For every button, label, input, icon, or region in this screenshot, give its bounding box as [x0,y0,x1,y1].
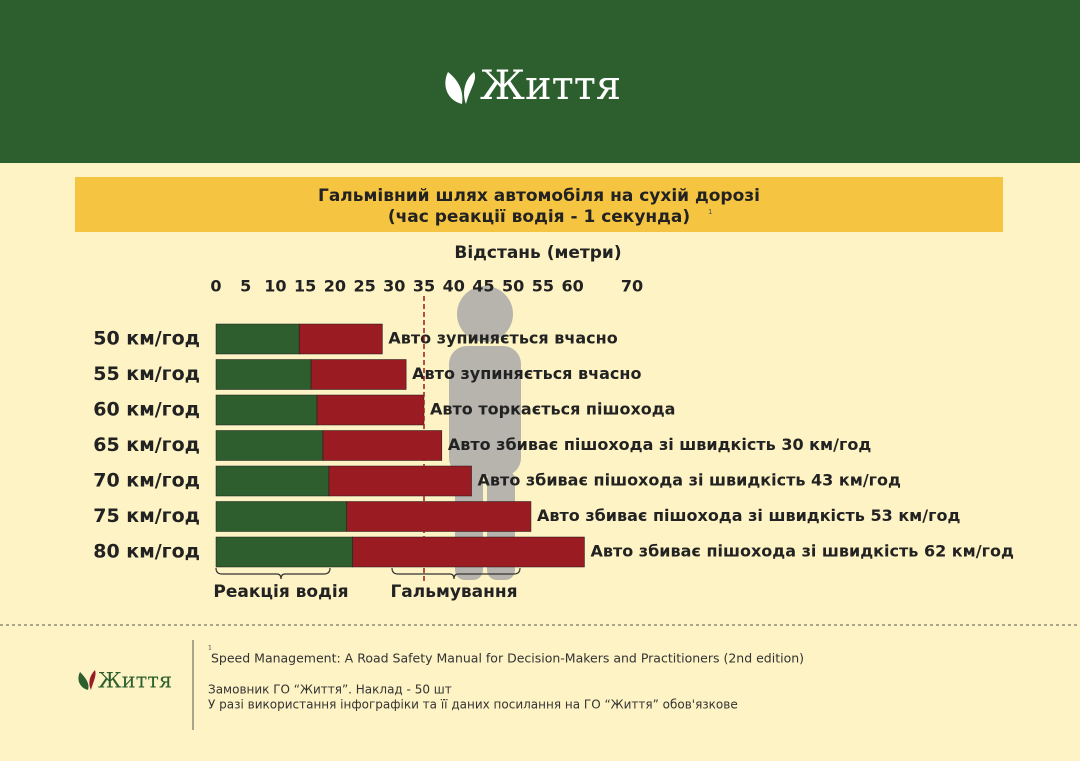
bar-label: Авто збиває пішохода зі швидкість 53 км/… [537,506,960,525]
bar-segment [346,501,532,532]
bar-segment [352,536,585,568]
logo-text: Життя [480,63,621,109]
bar-segment [316,394,425,426]
x-tick-label: 5 [240,277,251,296]
x-tick-label: 55 [532,277,554,296]
footer-logo-leaf [78,670,96,690]
x-axis-title: Відстань (метри) [454,243,621,263]
bar-label: Авто збиває пішохода зі швидкість 30 км/… [448,435,871,454]
category-label: 50 км/год [93,328,200,350]
logo-leaf [445,72,476,104]
chart-subtitle: (час реакції водія - 1 секунда) [388,207,690,227]
bar-segment [215,430,324,461]
bar-label: Авто зупиняється вчасно [388,329,617,348]
x-tick-label: 45 [472,277,494,296]
x-tick-label: 50 [502,277,524,296]
bar-label: Авто зупиняється вчасно [412,364,641,383]
bar-segment [215,465,330,497]
bar-label: Авто збиває пішохода зі швидкість 62 км/… [590,542,1013,561]
header-band [0,0,1080,163]
bar-label: Авто збиває пішохода зі швидкість 43 км/… [478,471,901,490]
title-band [75,177,1003,232]
legend-brace [391,567,521,580]
legend-label: Реакція водія [213,582,348,602]
x-tick-label: 25 [353,277,375,296]
category-label: 55 км/год [93,363,200,385]
x-tick-label: 10 [264,277,286,296]
x-tick-label: 70 [621,277,643,296]
bar-segment [310,359,407,390]
x-tick-label: 0 [210,277,221,296]
footnote-source: Speed Management: A Road Safety Manual f… [211,651,804,666]
x-tick-label: 30 [383,277,405,296]
bar-segment [328,465,472,497]
footer-line: У разі використання інфографіки та її да… [208,698,738,712]
footer-line: Замовник ГО “Життя”. Наклад - 50 шт [208,683,452,697]
legend-label: Гальмування [390,582,517,602]
bar-segment [215,536,353,568]
bar-segment [215,501,347,532]
category-label: 75 км/год [93,505,200,527]
bar-segment [215,394,318,426]
x-tick-label: 20 [324,277,346,296]
chart-title: Гальмівний шлях автомобіля на сухій доро… [318,186,760,206]
bar-segment [215,359,312,390]
x-tick-label: 15 [294,277,316,296]
bar-segment [215,323,300,355]
footnote-number: 1 [208,645,212,652]
category-label: 65 км/год [93,434,200,456]
footer-logo: Життя [98,669,172,693]
bar-label: Авто торкається пішохода [430,400,675,419]
title-note: 1 [708,208,712,216]
x-tick-label: 60 [561,277,583,296]
bar-segment [298,323,383,355]
legend-brace [215,567,331,580]
category-label: 80 км/год [93,541,200,563]
x-tick-label: 35 [413,277,435,296]
category-label: 70 км/год [93,470,200,492]
category-label: 60 км/год [93,399,200,421]
x-tick-label: 40 [443,277,465,296]
bar-segment [322,430,443,461]
